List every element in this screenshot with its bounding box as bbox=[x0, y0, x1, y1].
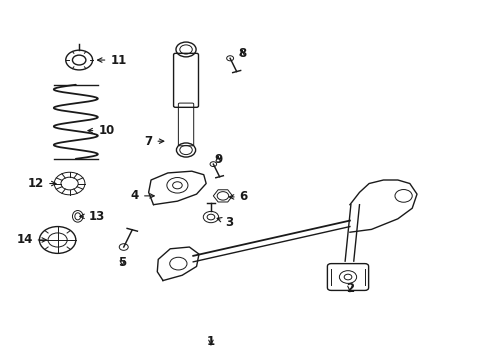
Text: 8: 8 bbox=[238, 47, 246, 60]
Text: 3: 3 bbox=[217, 216, 233, 229]
Text: 10: 10 bbox=[88, 124, 114, 137]
Text: 6: 6 bbox=[229, 190, 247, 203]
Text: 9: 9 bbox=[214, 153, 222, 166]
Text: 13: 13 bbox=[80, 210, 105, 223]
Text: 12: 12 bbox=[28, 177, 56, 190]
Text: 2: 2 bbox=[345, 282, 353, 295]
Text: 5: 5 bbox=[118, 256, 126, 269]
Text: 11: 11 bbox=[98, 54, 126, 67]
Text: 4: 4 bbox=[131, 189, 154, 202]
Text: 14: 14 bbox=[16, 234, 46, 247]
Text: 7: 7 bbox=[144, 135, 163, 148]
Text: 1: 1 bbox=[206, 335, 215, 348]
